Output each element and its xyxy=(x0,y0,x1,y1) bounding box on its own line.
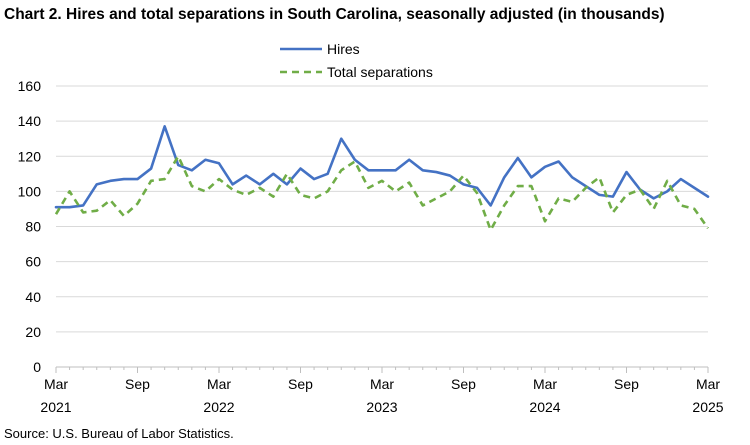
y-tick-label: 100 xyxy=(18,183,42,199)
x-tick-label-year: 2025 xyxy=(692,399,723,415)
x-tick-label-month: Mar xyxy=(696,376,720,392)
y-tick-label: 80 xyxy=(25,219,41,235)
legend-label: Total separations xyxy=(327,64,433,80)
x-tick-label-year: 2023 xyxy=(366,399,397,415)
x-tick-label-year: 2021 xyxy=(40,399,71,415)
series-line-total-separations xyxy=(54,154,710,232)
grid-lines xyxy=(56,85,708,333)
legend: Hires Total separations xyxy=(280,41,433,80)
y-axis: 0 20 40 60 80 100 120 140 160 xyxy=(18,78,42,375)
x-tick-label-month: Mar xyxy=(44,376,68,392)
x-tick-label-month: Sep xyxy=(614,376,639,392)
y-tick-label: 140 xyxy=(18,113,42,129)
x-tick-label-year: 2024 xyxy=(529,399,560,415)
chart-title: Chart 2. Hires and total separations in … xyxy=(4,6,665,23)
y-tick-label: 20 xyxy=(25,324,41,340)
x-tick-label-month: Sep xyxy=(288,376,313,392)
y-tick-label: 0 xyxy=(33,359,41,375)
legend-label: Hires xyxy=(327,41,360,57)
x-tick-label-month: Mar xyxy=(533,376,557,392)
series-line-hires xyxy=(54,125,710,209)
y-tick-label: 40 xyxy=(25,289,41,305)
x-tick-label-year: 2022 xyxy=(203,399,234,415)
x-tick-label-month: Mar xyxy=(207,376,231,392)
series-lines xyxy=(54,125,710,232)
x-tick-label-month: Mar xyxy=(370,376,394,392)
x-tick-label-month: Sep xyxy=(451,376,476,392)
x-tick-label-month: Sep xyxy=(125,376,150,392)
y-tick-label: 60 xyxy=(25,254,41,270)
x-axis: Mar 2021 Sep Mar 2022 Sep Mar 2023 Sep Mar 2024 Sep… xyxy=(40,366,724,415)
source-note: Source: U.S. Bureau of Labor Statistics. xyxy=(4,426,234,441)
y-tick-label: 120 xyxy=(18,148,42,164)
y-tick-label: 160 xyxy=(18,78,42,94)
